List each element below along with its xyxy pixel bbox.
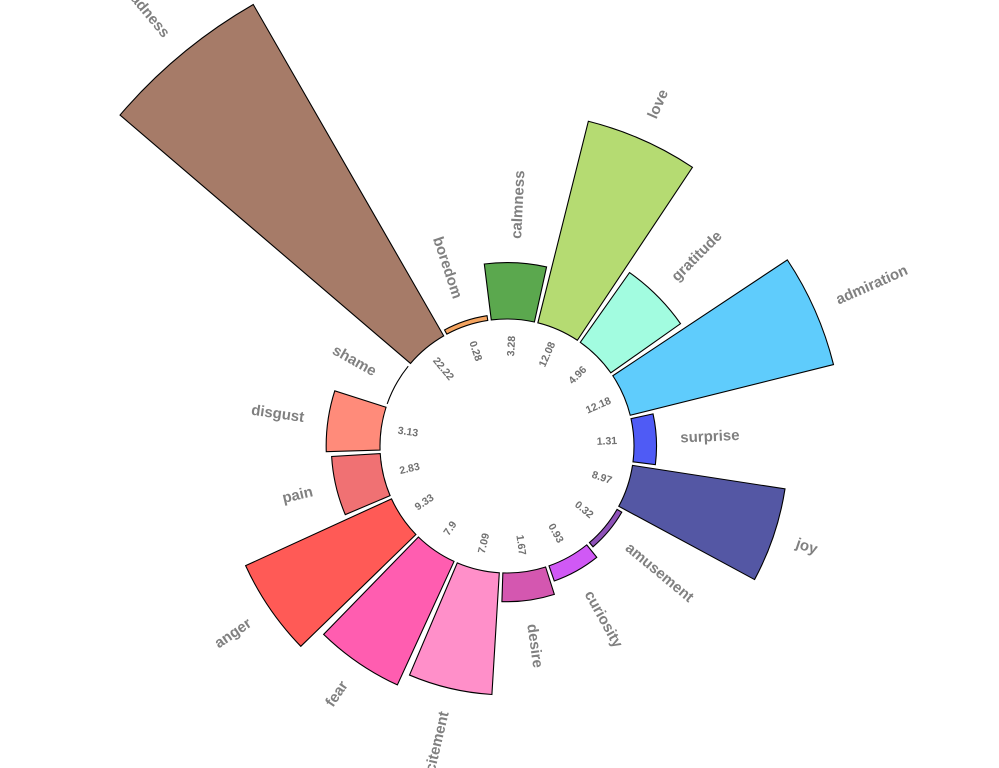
bars-group (119, 3, 835, 696)
value-label-sadness: 22.22 (430, 355, 456, 383)
bar-pain (331, 452, 391, 516)
bar-amusement (588, 508, 623, 548)
category-label-disgust: disgust (250, 402, 305, 426)
category-label-boredom: boredom (429, 235, 465, 301)
value-label-surprise: 1.31 (596, 435, 617, 448)
category-label-love: love (644, 87, 672, 121)
bar-shame (386, 365, 409, 405)
value-label-pain: 2.83 (398, 461, 421, 477)
category-label-calmness: calmness (508, 170, 528, 239)
value-label-fear: 7.9 (441, 519, 459, 538)
bar-fear (322, 536, 455, 686)
value-label-excitement: 7.09 (476, 532, 492, 555)
bar-admiration (612, 259, 835, 416)
bar-anger (244, 498, 417, 648)
bar-curiosity (548, 544, 598, 582)
category-label-curiosity: curiosity (581, 588, 627, 651)
bar-disgust (325, 390, 387, 453)
bar-desire (501, 566, 556, 603)
bar-calmness (483, 262, 548, 323)
category-label-joy: joy (793, 535, 821, 559)
bar-excitement (408, 562, 500, 696)
bar-joy (618, 464, 786, 581)
value-label-curiosity: 0.93 (545, 522, 565, 546)
category-label-anger: anger (211, 615, 254, 652)
value-label-love: 12.08 (537, 340, 559, 369)
value-label-calmness: 3.28 (505, 335, 518, 356)
category-label-sadness: sadness (122, 0, 173, 41)
category-label-shame: shame (329, 342, 379, 380)
category-label-pain: pain (281, 483, 315, 507)
value-label-gratitude: 4.96 (566, 364, 589, 387)
category-label-gratitude: gratitude (668, 228, 725, 285)
category-label-surprise: surprise (680, 427, 740, 447)
value-label-boredom: 0.28 (466, 340, 484, 363)
bar-gratitude (579, 271, 682, 374)
value-label-admiration: 12.18 (584, 395, 613, 417)
value-label-disgust: 3.13 (397, 425, 419, 440)
value-label-anger: 9.33 (413, 492, 437, 514)
bar-sadness (119, 3, 445, 365)
bar-love (537, 120, 694, 342)
bar-boredom (443, 315, 489, 335)
value-label-joy: 8.97 (590, 469, 613, 487)
value-label-amusement: 0.32 (572, 499, 596, 521)
category-label-admiration: admiration (833, 262, 910, 308)
category-label-amusement: amusement (622, 540, 697, 606)
value-label-desire: 1.67 (513, 534, 528, 556)
category-label-excitement: excitement (418, 710, 453, 768)
value-labels-group: 0.28 3.28 12.08 4.96 12.18 1.31 8.97 0.32 0.93 1.… (397, 335, 618, 556)
category-label-fear: fear (322, 678, 352, 710)
category-label-desire: desire (523, 623, 546, 669)
bar-surprise (630, 413, 658, 466)
